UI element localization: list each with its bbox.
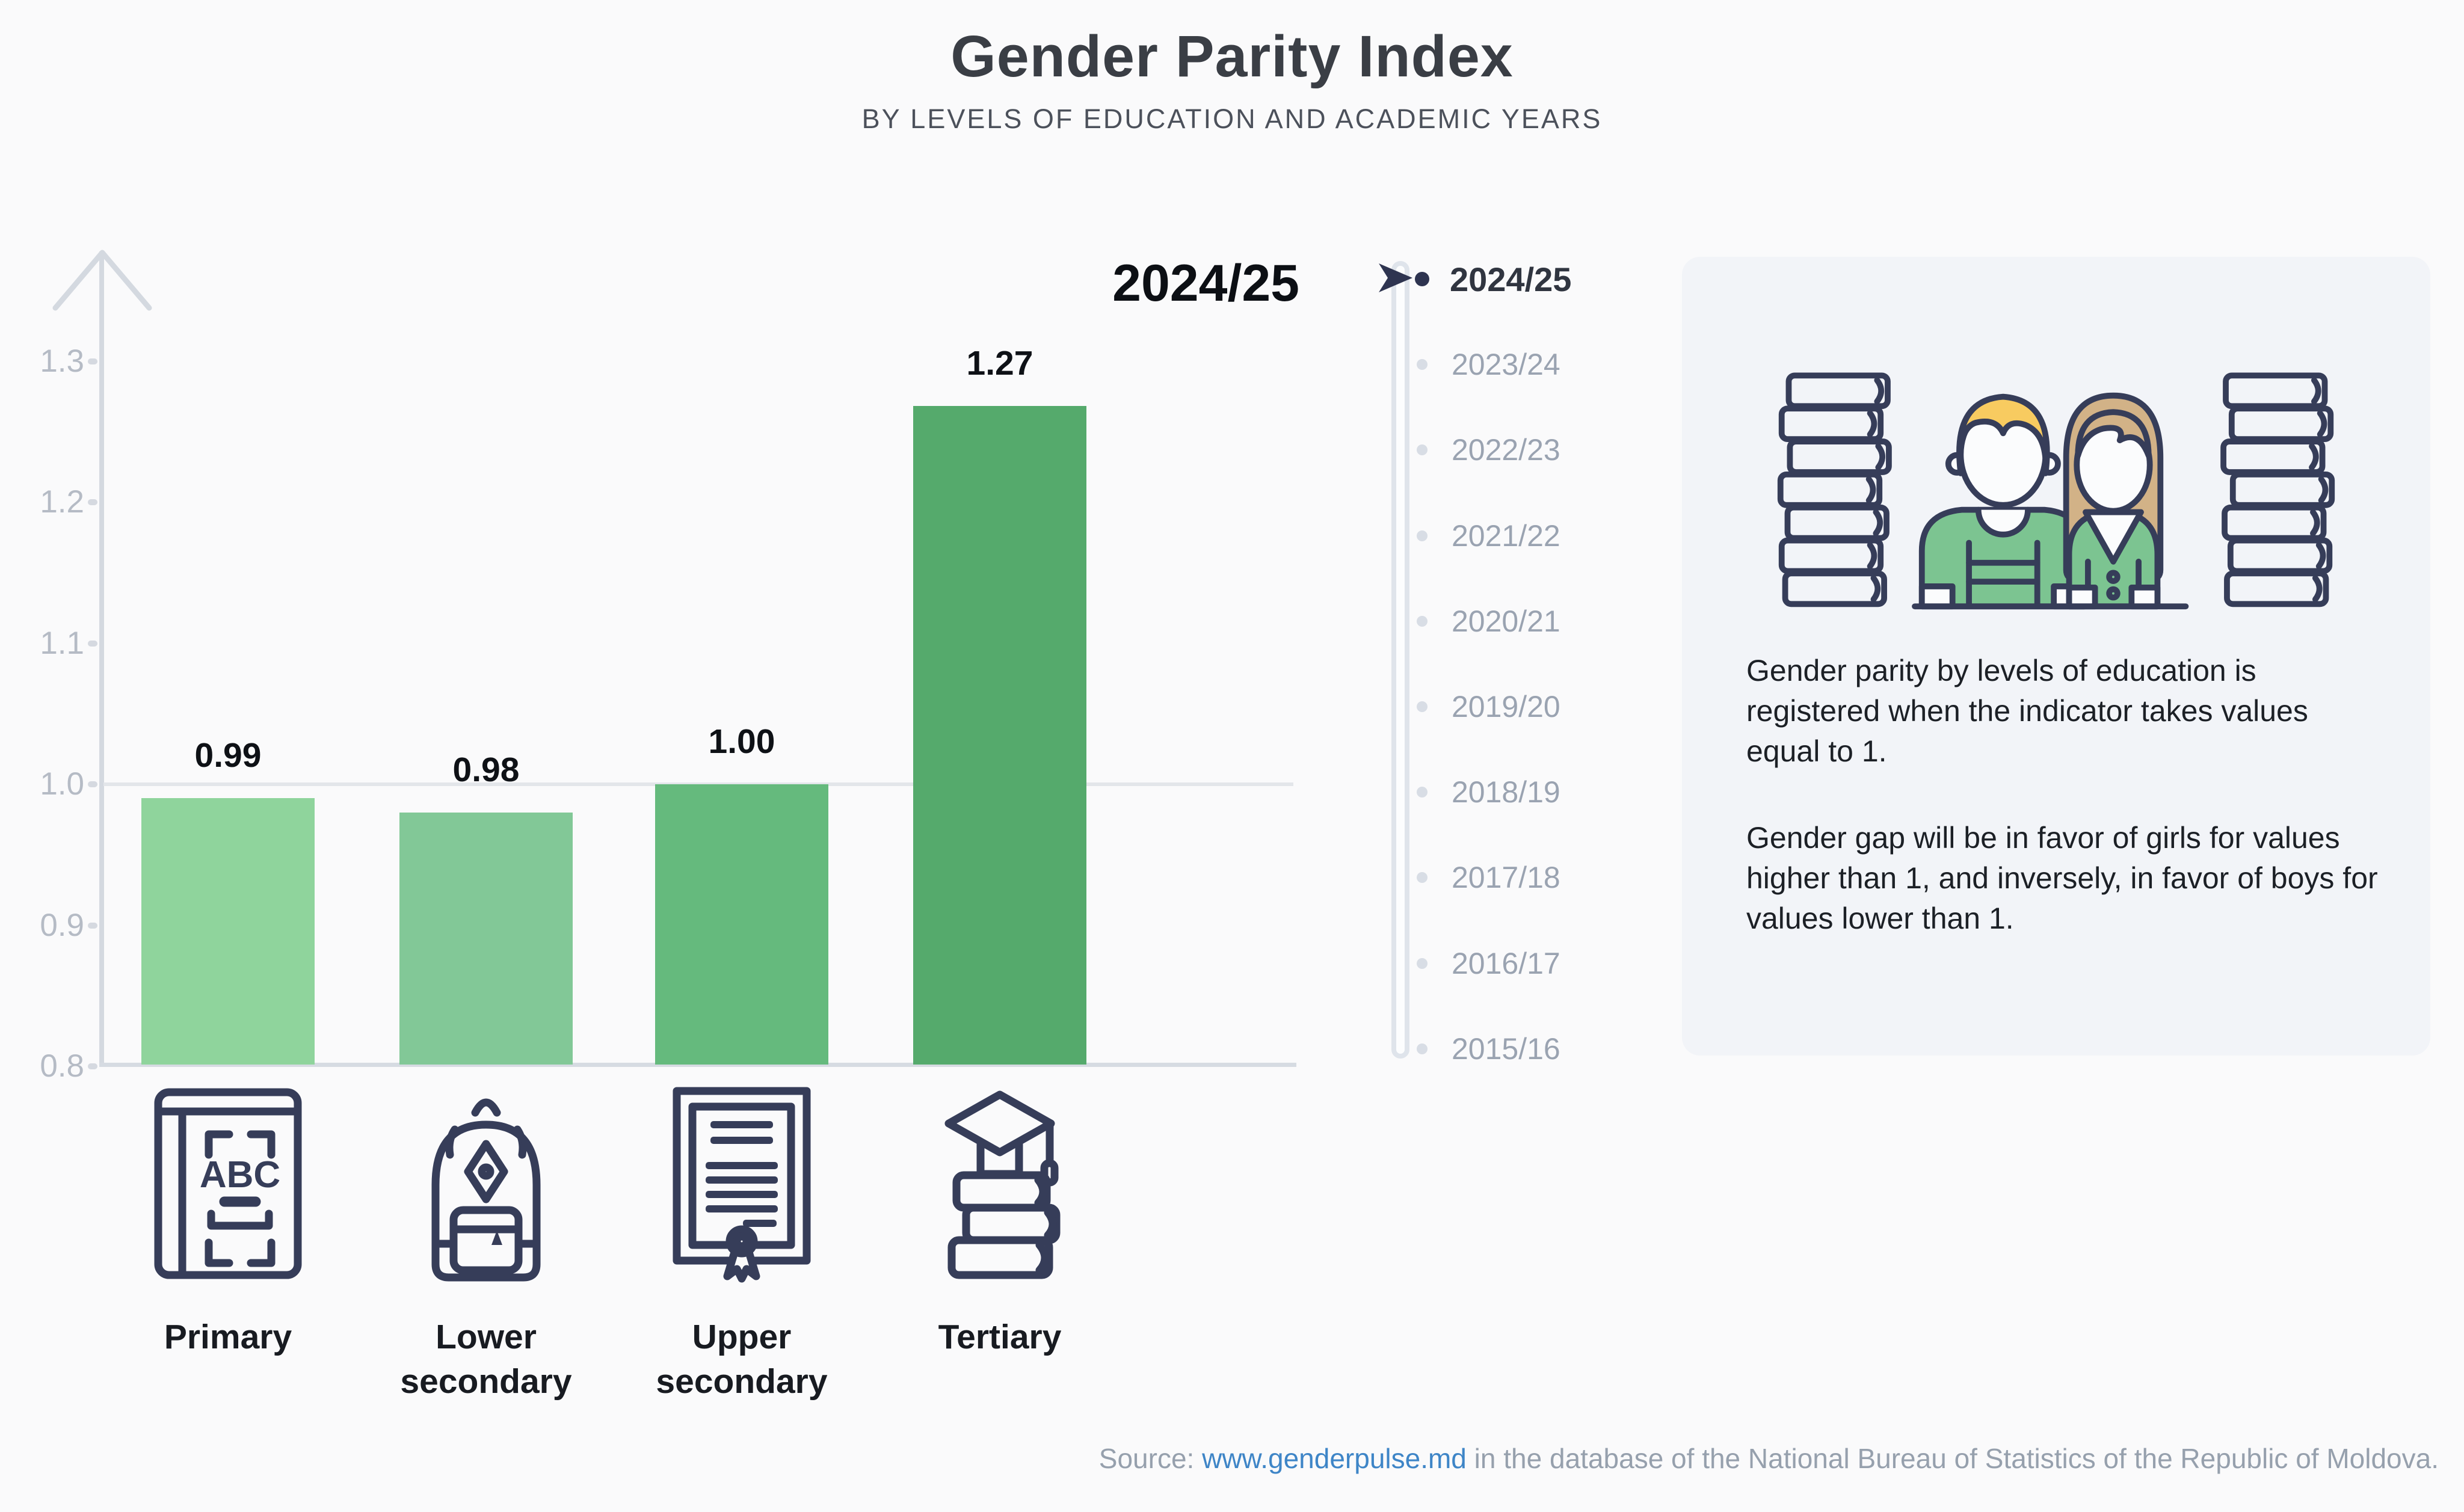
girl-figure [2063,392,2164,610]
timeline-year-2024-25[interactable]: 2024/25 [1408,251,1696,307]
timeline-dot [1417,444,1428,456]
bar-lower-secondary[interactable] [399,813,573,1065]
y-axis-arrow-icon [52,250,152,311]
page-subtitle: BY LEVELS OF EDUCATION AND ACADEMIC YEAR… [861,103,1603,134]
y-tick-mark [88,358,97,364]
bar-value-label: 0.98 [452,751,520,789]
bar-upper-secondary[interactable] [655,784,828,1065]
timeline-year-2016-17[interactable]: 2016/17 [1408,936,1696,991]
timeline-dot [1417,530,1428,541]
source-prefix: Source: [1098,1443,1203,1474]
tertiary-books-graduation-cap-icon [944,1090,1061,1279]
y-tick-label: 1.3 [40,343,84,379]
y-tick-mark [88,499,97,505]
timeline-year-label: 2023/24 [1452,348,1560,382]
source-suffix: in the database of the National Bureau o… [1466,1443,2439,1474]
timeline-year-2022-23[interactable]: 2022/23 [1408,422,1696,478]
bar-primary[interactable] [141,798,315,1065]
timeline-dot [1417,615,1428,627]
y-tick-label: 1.2 [40,484,84,520]
timeline-year-2018-19[interactable]: 2018/19 [1408,764,1696,820]
timeline-year-label: 2021/22 [1452,518,1560,553]
bar-value-label: 1.27 [966,344,1033,383]
timeline-dot [1417,957,1428,969]
timeline-dot [1415,272,1429,286]
timeline-year-label: 2022/23 [1452,433,1560,467]
timeline-year-label: 2024/25 [1450,260,1572,298]
timeline-dot [1417,1043,1428,1054]
timeline-year-label: 2019/20 [1452,690,1560,724]
category-label-tertiary: Tertiary [938,1318,1062,1356]
boy-figure [1918,393,2087,610]
lower-secondary-backpack-icon [431,1098,541,1282]
timeline-year-2019-20[interactable]: 2019/20 [1408,679,1696,734]
bar-value-label: 1.00 [708,722,775,761]
y-tick-mark [88,1063,97,1069]
bar-value-label: 0.99 [194,736,262,775]
timeline-year-2020-21[interactable]: 2020/21 [1408,594,1696,649]
category-label-lower-secondary: Lower secondary [400,1318,572,1401]
book-stack-right [2220,372,2335,607]
upper-secondary-diploma-icon [673,1087,811,1283]
page-title: Gender Parity Index [950,23,1514,89]
timeline-year-label: 2017/18 [1452,861,1560,895]
book-stack-left [1777,372,1892,607]
bar-tertiary[interactable] [913,406,1086,1065]
y-tick-mark [88,781,97,787]
timeline-year-label: 2020/21 [1452,604,1560,638]
timeline-year-label: 2015/16 [1452,1031,1560,1066]
timeline-dot [1417,701,1428,712]
y-tick-label: 0.9 [40,908,84,943]
selected-period-label: 2024/25 [1112,254,1299,312]
category-label-primary: Primary [164,1318,292,1356]
timeline-dot [1417,787,1428,798]
info-panel-text: Gender parity by levels of education is … [1746,651,2378,939]
source-line: Source: www.genderpulse.md in the databa… [1099,1442,2439,1475]
y-axis-line [99,251,104,1065]
timeline-pointer-icon [1379,263,1412,292]
x-axis-line [99,1063,1296,1067]
y-tick-label: 0.8 [40,1048,84,1084]
source-link[interactable]: www.genderpulse.md [1202,1443,1467,1474]
timeline-year-label: 2016/17 [1452,946,1560,980]
category-label-upper-secondary: Upper secondary [656,1318,828,1401]
y-tick-mark [88,923,97,929]
abc-label: ABC [200,1154,280,1196]
y-tick-label: 1.0 [40,766,84,802]
info-panel: Gender parity by levels of education is … [1682,257,2430,1056]
timeline-year-2023-24[interactable]: 2023/24 [1408,337,1696,392]
boy-girl-with-books-illustration [1777,372,2335,610]
timeline-dot [1417,359,1428,370]
y-tick-label: 1.1 [40,625,84,661]
timeline-year-2015-16[interactable]: 2015/16 [1408,1021,1696,1077]
timeline-year-2021-22[interactable]: 2021/22 [1408,508,1696,564]
info-paragraph-2: Gender gap will be in favor of girls for… [1746,821,2378,935]
info-paragraph-1: Gender parity by levels of education is … [1746,654,2308,768]
primary-abc-book-icon: ABC [154,1088,302,1279]
y-tick-mark [88,641,97,647]
timeline-dot [1417,872,1428,884]
timeline-year-2017-18[interactable]: 2017/18 [1408,850,1696,905]
timeline-year-label: 2018/19 [1452,775,1560,810]
timeline-track[interactable] [1391,261,1409,1059]
